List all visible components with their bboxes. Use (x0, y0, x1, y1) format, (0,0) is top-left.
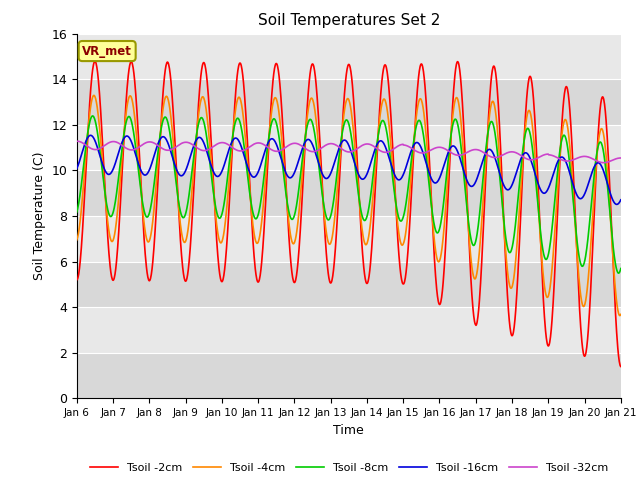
Tsoil -4cm (90, 93, 98, 98)
Tsoil -4cm (434, 257, 442, 263)
Tsoil -4cm (255, 237, 263, 242)
Tsoil -4cm (616, 312, 623, 318)
Tsoil -8cm (255, 208, 263, 214)
Tsoil -4cm (505, 277, 513, 283)
Tsoil -4cm (181, 240, 189, 245)
X-axis label: Time: Time (333, 424, 364, 437)
Tsoil -2cm (195, 107, 202, 113)
Bar (77, 216, 621, 262)
Tsoil -8cm (181, 213, 189, 218)
Bar (77, 34, 621, 79)
Tsoil -32cm (505, 149, 513, 155)
Tsoil -16cm (86, 132, 94, 138)
Tsoil -2cm (73, 277, 81, 283)
Line: Tsoil -8cm: Tsoil -8cm (77, 116, 621, 273)
Tsoil -32cm (73, 138, 81, 144)
Tsoil -4cm (617, 312, 625, 317)
Tsoil -16cm (255, 167, 263, 173)
Tsoil -32cm (553, 155, 561, 160)
Tsoil -32cm (600, 160, 607, 166)
Tsoil -16cm (195, 135, 202, 141)
Tsoil -16cm (505, 187, 513, 192)
Y-axis label: Soil Temperature (C): Soil Temperature (C) (33, 152, 45, 280)
Tsoil -2cm (181, 277, 189, 283)
Title: Soil Temperatures Set 2: Soil Temperatures Set 2 (258, 13, 440, 28)
Tsoil -32cm (434, 144, 442, 150)
Tsoil -2cm (91, 58, 99, 64)
Tsoil -32cm (617, 155, 625, 161)
Tsoil -8cm (89, 113, 97, 119)
Tsoil -16cm (613, 202, 621, 207)
Tsoil -2cm (434, 293, 442, 299)
Bar (77, 170, 621, 216)
Tsoil -4cm (73, 237, 81, 243)
Line: Tsoil -32cm: Tsoil -32cm (77, 141, 621, 163)
Tsoil -8cm (434, 230, 442, 236)
Line: Tsoil -16cm: Tsoil -16cm (77, 135, 621, 204)
Tsoil -8cm (617, 265, 625, 271)
Tsoil -32cm (74, 138, 81, 144)
Tsoil -8cm (505, 248, 513, 254)
Bar (77, 262, 621, 307)
Tsoil -16cm (73, 166, 81, 171)
Bar (77, 125, 621, 170)
Tsoil -16cm (553, 162, 561, 168)
Tsoil -8cm (553, 178, 561, 184)
Tsoil -2cm (617, 364, 625, 370)
Line: Tsoil -4cm: Tsoil -4cm (77, 96, 621, 315)
Line: Tsoil -2cm: Tsoil -2cm (77, 61, 621, 367)
Bar (77, 353, 621, 398)
Bar (77, 307, 621, 353)
Tsoil -16cm (434, 179, 442, 184)
Tsoil -32cm (181, 139, 189, 145)
Tsoil -2cm (505, 309, 513, 314)
Tsoil -2cm (553, 231, 561, 237)
Tsoil -32cm (195, 145, 202, 151)
Tsoil -32cm (255, 140, 263, 146)
Bar (77, 79, 621, 125)
Tsoil -4cm (195, 115, 202, 121)
Tsoil -16cm (617, 197, 625, 203)
Text: VR_met: VR_met (82, 45, 132, 58)
Tsoil -8cm (73, 209, 81, 215)
Legend: Tsoil -2cm, Tsoil -4cm, Tsoil -8cm, Tsoil -16cm, Tsoil -32cm: Tsoil -2cm, Tsoil -4cm, Tsoil -8cm, Tsoi… (85, 459, 612, 478)
Tsoil -16cm (181, 169, 189, 175)
Tsoil -8cm (195, 122, 202, 128)
Tsoil -8cm (614, 270, 622, 276)
Tsoil -4cm (553, 202, 561, 208)
Tsoil -2cm (255, 278, 263, 284)
